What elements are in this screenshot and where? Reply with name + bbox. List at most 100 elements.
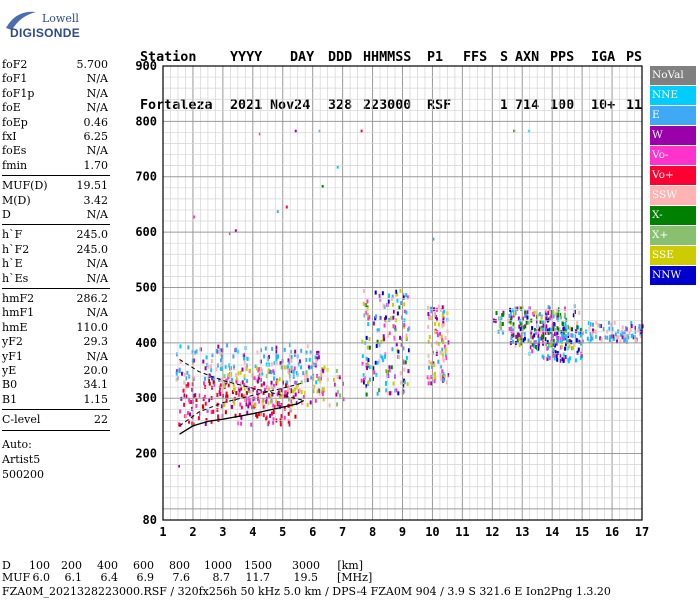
echo-dot: [231, 390, 234, 395]
echo-dot: [560, 339, 563, 344]
echo-dot: [203, 394, 206, 399]
echo-dot: [615, 334, 618, 339]
echo-dot: [320, 373, 323, 378]
header-label: DDD: [328, 50, 353, 65]
echo-dot: [328, 403, 331, 408]
echo-dot: [305, 357, 308, 362]
echo-dot: [364, 303, 367, 308]
echo-dot: [547, 311, 550, 316]
muf-value: 6.9: [136, 571, 155, 584]
echo-dot: [613, 320, 616, 325]
muf-value: 19.5: [293, 571, 319, 584]
param-value: N/A: [86, 306, 108, 320]
echo-dot: [272, 369, 275, 374]
param-row: foE N/A: [2, 101, 108, 115]
echo-dot: [323, 365, 326, 370]
echo-dot: [339, 393, 342, 398]
echo-dot: [232, 364, 235, 369]
echo-dot: [542, 323, 545, 328]
echo-dot: [192, 358, 195, 363]
echo-dot: [541, 320, 544, 325]
echo-dot: [210, 359, 213, 364]
echo-dot: [201, 404, 204, 409]
echo-dot: [512, 330, 515, 335]
echo-dot: [321, 185, 324, 189]
echo-dot: [547, 305, 550, 310]
param-value: 245.0: [76, 242, 109, 256]
echo-dot: [430, 361, 433, 366]
echo-dot: [275, 345, 278, 350]
echo-dot: [366, 345, 369, 350]
plot-frame: [162, 65, 643, 521]
echo-dot: [433, 379, 436, 384]
echo-dot: [444, 335, 447, 340]
x-tick-label: 8: [369, 525, 376, 539]
echo-dot: [267, 387, 270, 392]
param-separator: [2, 409, 110, 411]
echo-dot: [261, 399, 264, 404]
echo-dot: [259, 359, 262, 364]
echo-dot: [279, 395, 282, 400]
echo-dot: [630, 324, 633, 329]
echo-dot: [228, 363, 231, 368]
echo-dot: [427, 339, 430, 344]
echo-dot: [406, 295, 409, 300]
x-tick-label: 6: [309, 525, 316, 539]
echo-dot: [542, 335, 545, 340]
echo-dot: [286, 380, 289, 385]
echo-dot: [400, 337, 403, 342]
echo-dot: [442, 371, 445, 376]
muf-value: 11.7: [245, 571, 271, 584]
echo-dot: [402, 346, 405, 351]
echo-dot: [237, 371, 240, 376]
echo-dot: [600, 337, 603, 342]
echo-dot: [562, 352, 565, 357]
echo-dot: [257, 396, 260, 401]
echo-dot: [445, 356, 448, 361]
echo-dot: [548, 343, 551, 348]
echo-dot: [261, 371, 264, 376]
param-label: foF2: [2, 58, 28, 71]
legend-item: SSW: [650, 186, 696, 205]
echo-dot: [571, 345, 574, 350]
echo-dot: [243, 356, 246, 361]
echo-dot: [262, 413, 265, 418]
echo-dot: [511, 333, 514, 338]
echo-dot: [286, 390, 289, 395]
echo-dot: [318, 388, 321, 393]
echo-dot: [295, 380, 298, 385]
param-row: hmF2 286.2: [2, 292, 108, 306]
echo-dot: [228, 232, 231, 236]
echo-dot: [614, 332, 617, 337]
echo-dot: [203, 376, 206, 381]
echo-dot: [372, 321, 375, 326]
echo-dot: [234, 413, 237, 418]
echo-dot: [298, 359, 301, 364]
echo-dot: [287, 397, 290, 402]
echo-dot: [547, 354, 550, 359]
echo-dot: [433, 371, 436, 376]
echo-dot: [447, 373, 450, 378]
echo-dot: [285, 205, 288, 209]
echo-dot: [556, 326, 559, 331]
echo-dot: [441, 347, 444, 352]
echo-dot: [364, 310, 367, 315]
echo-dot: [433, 312, 436, 317]
echo-dot: [556, 357, 559, 362]
echo-dot: [270, 399, 273, 404]
param-row: h`F2 245.0: [2, 243, 108, 257]
echo-dot: [442, 311, 445, 316]
echo-dot: [290, 355, 293, 360]
echo-dot: [278, 377, 281, 382]
echo-dot: [523, 336, 526, 341]
echo-dot: [392, 302, 395, 307]
echo-dot: [624, 326, 627, 331]
echo-dot: [579, 333, 582, 338]
echo-dot: [262, 404, 265, 409]
echo-dot: [612, 336, 615, 341]
header-label: PS: [626, 50, 643, 65]
echo-dot: [260, 383, 263, 388]
echo-dot: [546, 356, 549, 361]
echo-dot: [243, 386, 246, 391]
echo-dot: [510, 315, 513, 320]
